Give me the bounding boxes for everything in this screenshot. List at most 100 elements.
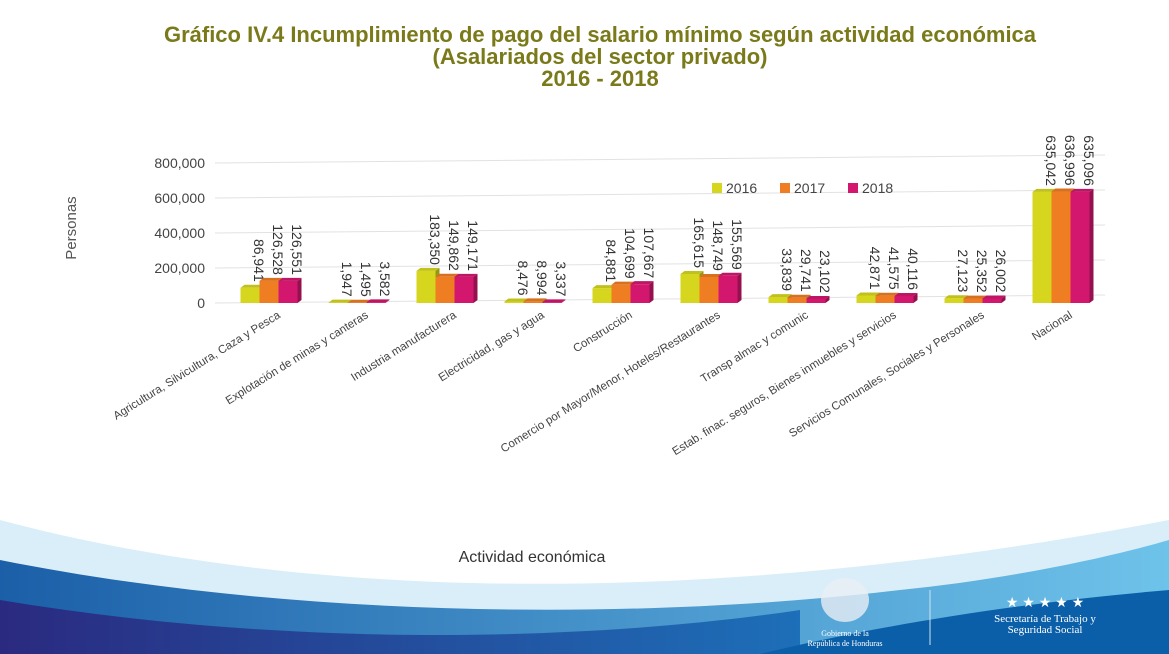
legend-label: 2018 bbox=[862, 180, 893, 196]
value-label: 42,871 bbox=[867, 247, 883, 290]
value-label: 1,947 bbox=[339, 262, 355, 297]
bar bbox=[768, 297, 788, 303]
bar bbox=[592, 288, 612, 303]
footer-text: República de Honduras bbox=[807, 639, 882, 648]
value-label: 126,551 bbox=[289, 224, 305, 275]
bar-top bbox=[787, 294, 811, 298]
bar-top bbox=[504, 298, 528, 302]
bar-top bbox=[454, 273, 478, 277]
bar-top bbox=[630, 281, 654, 285]
bar-top bbox=[856, 292, 880, 296]
value-label: 148,749 bbox=[710, 220, 726, 271]
bar bbox=[630, 284, 650, 303]
swoosh bbox=[0, 600, 800, 654]
value-label: 25,352 bbox=[974, 250, 990, 293]
bar-top bbox=[416, 267, 440, 271]
value-label: 41,575 bbox=[886, 247, 902, 290]
value-label: 636,996 bbox=[1062, 135, 1078, 186]
bar bbox=[416, 270, 436, 303]
bar bbox=[875, 295, 895, 303]
value-label: 155,569 bbox=[729, 219, 745, 270]
legend-label: 2016 bbox=[726, 180, 757, 196]
bar bbox=[856, 295, 876, 303]
bar bbox=[1032, 191, 1052, 303]
bar-side bbox=[1001, 295, 1006, 303]
bar bbox=[944, 298, 964, 303]
bar bbox=[278, 280, 298, 303]
value-label: 84,881 bbox=[603, 239, 619, 282]
bar bbox=[982, 298, 1002, 303]
value-label: 149,171 bbox=[465, 220, 481, 271]
bar bbox=[240, 287, 260, 303]
value-label: 29,741 bbox=[798, 249, 814, 292]
bar-side bbox=[297, 277, 302, 303]
bar-top bbox=[768, 294, 792, 298]
bar bbox=[963, 298, 983, 303]
bar-top bbox=[278, 277, 302, 281]
bar-side bbox=[473, 273, 478, 303]
legend-label: 2017 bbox=[794, 180, 825, 196]
bar bbox=[1051, 191, 1071, 303]
bar bbox=[611, 284, 631, 303]
bar-top bbox=[347, 299, 371, 303]
y-tick-label: 800,000 bbox=[154, 155, 205, 171]
value-label: 126,528 bbox=[270, 224, 286, 275]
bar-top bbox=[963, 295, 987, 299]
footer-text: Secretaría de Trabajo y bbox=[994, 613, 1096, 625]
bar bbox=[787, 297, 807, 303]
bar bbox=[1070, 191, 1090, 303]
bar-side bbox=[1089, 188, 1094, 303]
legend-swatch bbox=[848, 183, 858, 193]
value-label: 27,123 bbox=[955, 249, 971, 292]
bar-top bbox=[611, 281, 635, 285]
bar-top bbox=[944, 295, 968, 299]
chart-title: Gráfico IV.4 Incumplimiento de pago del … bbox=[163, 22, 1037, 47]
y-axis-title: Personas bbox=[63, 196, 80, 259]
grid-line bbox=[214, 224, 1106, 234]
value-label: 3,582 bbox=[377, 261, 393, 296]
bar-top bbox=[894, 292, 918, 296]
bar bbox=[699, 276, 719, 303]
value-label: 26,002 bbox=[993, 250, 1009, 293]
value-label: 3,337 bbox=[553, 261, 569, 296]
legend-swatch bbox=[780, 183, 790, 193]
y-tick-label: 600,000 bbox=[154, 190, 205, 206]
value-label: 40,116 bbox=[905, 248, 921, 290]
value-label: 104,699 bbox=[622, 228, 638, 279]
value-label: 635,042 bbox=[1043, 135, 1059, 186]
bar-side bbox=[825, 295, 830, 303]
bar bbox=[806, 298, 826, 303]
value-label: 183,350 bbox=[427, 214, 443, 265]
y-tick-label: 400,000 bbox=[154, 225, 205, 241]
bar-top bbox=[1032, 188, 1056, 192]
bar bbox=[542, 302, 562, 303]
bar-top bbox=[366, 299, 390, 303]
value-label: 1,495 bbox=[358, 262, 374, 297]
bar-top bbox=[523, 298, 547, 302]
stars: ★ ★ ★ ★ ★ bbox=[1006, 594, 1084, 610]
swoosh bbox=[0, 540, 1169, 654]
bar bbox=[366, 302, 386, 303]
bar-top bbox=[680, 271, 704, 275]
grid-line bbox=[214, 154, 1106, 164]
bar bbox=[523, 301, 543, 303]
bar-top bbox=[1051, 188, 1075, 192]
chart-subtitle: (Asalariados del sector privado) bbox=[432, 44, 768, 69]
bar-side bbox=[737, 272, 742, 303]
bar-top bbox=[718, 272, 742, 276]
bar-top bbox=[542, 299, 566, 303]
bar-top bbox=[982, 295, 1006, 299]
bar bbox=[504, 301, 524, 303]
grid-line bbox=[214, 189, 1106, 199]
legend-swatch bbox=[712, 183, 722, 193]
value-label: 165,615 bbox=[691, 217, 707, 268]
bar-top bbox=[435, 273, 459, 277]
bar bbox=[435, 276, 455, 303]
bar-side bbox=[385, 299, 390, 303]
bar-side bbox=[913, 292, 918, 303]
grid-line bbox=[214, 259, 1106, 269]
value-label: 86,941 bbox=[251, 239, 267, 282]
